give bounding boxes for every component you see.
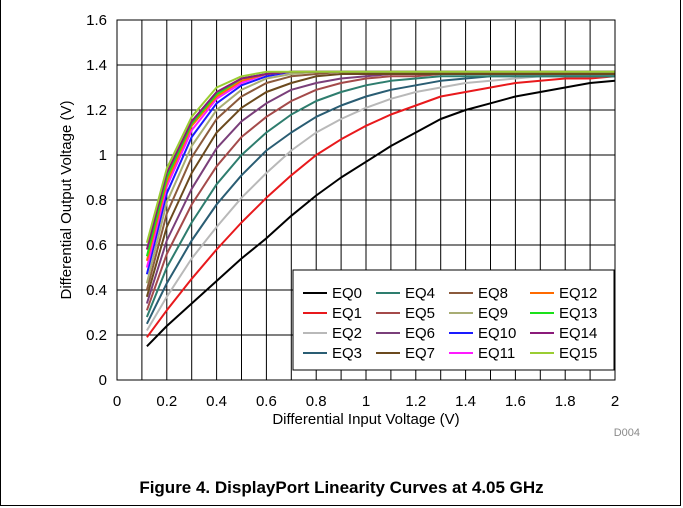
x-tick-label: 1.4	[455, 393, 476, 410]
legend-label-eq11: EQ11	[478, 345, 515, 362]
legend: EQ0 EQ1 EQ2 EQ3 EQ4 EQ5 EQ6 EQ7 EQ8 EQ9 EQ10 EQ11 EQ…	[292, 269, 615, 371]
y-tick-label: 0	[99, 372, 107, 389]
legend-label-eq15: EQ15	[559, 345, 597, 362]
y-tick-label: 0.6	[86, 237, 107, 254]
legend-label-eq2: EQ2	[332, 325, 362, 342]
linearity-chart: 0 0.2 0.4 0.6 0.8 1 1.2 1.4 1.6 1.8 2 0 0.2 0.4 0.6 0.…	[58, 12, 640, 439]
x-tick-label: 1	[362, 393, 370, 410]
plot-area-border	[116, 19, 616, 381]
series-line-eq1	[146, 75, 616, 338]
y-tick-label: 1.6	[86, 12, 107, 29]
y-tick-label: 1.4	[86, 57, 107, 74]
legend-label-eq6: EQ6	[405, 325, 435, 342]
legend-label-eq10: EQ10	[478, 325, 516, 342]
x-tick-label: 2	[611, 393, 619, 410]
series-line-eq8	[145, 70, 615, 291]
x-tick-label: 0.2	[156, 393, 177, 410]
y-axis-label: Differential Output Voltage (V)	[58, 100, 75, 299]
x-tick-label: 0.4	[206, 393, 227, 410]
legend-label-eq13: EQ13	[559, 305, 597, 322]
legend-label-eq14: EQ14	[559, 325, 597, 342]
series-line-eq11	[145, 70, 615, 268]
x-tick-label: 1.8	[555, 393, 576, 410]
x-tick-label: 0.6	[256, 393, 277, 410]
x-tick-label: 1.2	[405, 393, 426, 410]
y-tick-label: 0.2	[86, 327, 107, 344]
y-tick-labels: 0 0.2 0.4 0.6 0.8 1 1.2 1.4 1.6	[86, 12, 107, 389]
series-line-eq7	[145, 73, 615, 298]
series-line-eq15	[145, 70, 615, 244]
legend-label-eq1: EQ1	[332, 305, 362, 322]
x-tick-label: 0	[113, 393, 121, 410]
x-tick-label: 1.6	[505, 393, 526, 410]
legend-label-eq4: EQ4	[405, 285, 435, 302]
y-tick-label: 0.8	[86, 192, 107, 209]
series-line-eq0	[146, 79, 616, 348]
figure-id: D004	[614, 427, 640, 439]
x-tick-label: 0.8	[306, 393, 327, 410]
legend-label-eq12: EQ12	[559, 285, 597, 302]
legend-label-eq8: EQ8	[478, 285, 508, 302]
y-tick-label: 0.4	[86, 282, 107, 299]
y-tick-label: 1.2	[86, 102, 107, 119]
legend-label-eq0: EQ0	[332, 285, 362, 302]
x-tick-labels: 0 0.2 0.4 0.6 0.8 1 1.2 1.4 1.6 1.8 2	[113, 393, 619, 410]
y-tick-label: 1	[99, 147, 107, 164]
series-line-eq4	[145, 75, 615, 318]
figure-caption: Figure 4. DisplayPort Linearity Curves a…	[139, 478, 544, 497]
legend-label-eq5: EQ5	[405, 305, 435, 322]
legend-label-eq3: EQ3	[332, 345, 362, 362]
x-axis-label: Differential Input Voltage (V)	[272, 411, 459, 428]
series-layer	[145, 70, 616, 348]
legend-label-eq7: EQ7	[405, 345, 435, 362]
legend-label-eq9: EQ9	[478, 305, 508, 322]
